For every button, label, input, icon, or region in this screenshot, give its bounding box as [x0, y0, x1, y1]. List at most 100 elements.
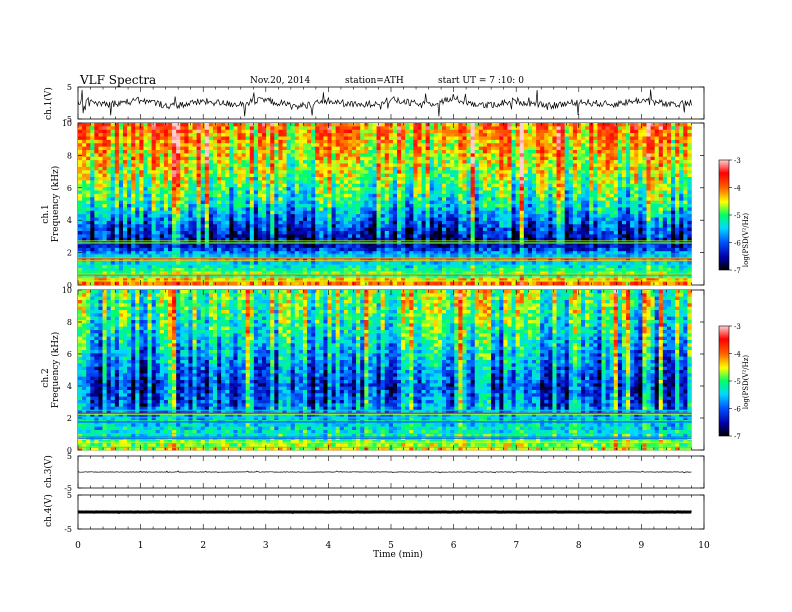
spectrogram-cell: [335, 156, 341, 161]
spectrogram-cell: [282, 136, 287, 141]
spectrogram-cell: [315, 153, 320, 158]
spectrogram-cell: [679, 133, 684, 137]
spectrogram-cell: [204, 200, 210, 205]
spectrogram-cell: [233, 143, 238, 147]
spectrogram-cell: [548, 153, 553, 158]
spectrogram-cell: [626, 136, 631, 141]
spectrogram-cell: [499, 200, 504, 205]
spectrogram-cell: [630, 146, 635, 151]
spectrogram-cell: [311, 160, 316, 164]
spectrogram-cell: [286, 143, 291, 147]
spectrogram-cell: [626, 231, 631, 235]
spectrogram-cell: [384, 156, 390, 161]
spectrogram-cell: [511, 129, 516, 134]
spectrogram-cell: [650, 129, 655, 134]
spectrogram-cell: [270, 214, 275, 218]
spectrogram-cell: [593, 204, 598, 208]
spectrogram-cell: [646, 126, 651, 131]
spectrogram-cell: [405, 126, 410, 131]
spectrogram-cell: [245, 187, 251, 191]
spectrogram-cell: [217, 220, 222, 225]
spectrogram-cell: [208, 187, 214, 191]
spectrogram-cell: [294, 190, 300, 195]
spectrogram-cell: [671, 173, 676, 178]
spectrogram-cell: [593, 197, 598, 201]
spectrogram-cell: [462, 177, 467, 181]
spectrogram-cell: [167, 126, 173, 131]
spectrogram-cell: [646, 183, 651, 188]
spectrogram-cell: [626, 166, 631, 171]
spectrogram-cell: [86, 170, 91, 174]
spectrogram-cell: [217, 173, 222, 178]
spectrogram-cell: [343, 163, 349, 168]
spectrogram-cell: [662, 231, 668, 235]
spectrogram-cell: [384, 146, 390, 151]
spectrogram-cell: [515, 163, 521, 168]
spectrogram-cell: [82, 166, 87, 171]
spectrogram-cell: [544, 227, 549, 232]
spectrogram-cell: [262, 150, 267, 154]
spectrogram-cell: [470, 160, 476, 164]
spectrogram-cell: [278, 231, 283, 235]
spectrogram-cell: [257, 180, 263, 185]
spectrogram-cell: [143, 207, 148, 212]
spectrogram-cell: [486, 183, 492, 188]
spectrogram-cell: [409, 123, 414, 127]
spectrogram-cell: [323, 156, 328, 161]
spectrogram-cell: [531, 217, 537, 222]
spectrogram-cell: [135, 197, 140, 201]
spectrogram-cell: [658, 139, 664, 144]
spectrogram-cell: [458, 153, 463, 158]
spectrogram-cell: [208, 234, 214, 239]
spectrogram-cell: [229, 126, 234, 131]
spectrogram-cell: [405, 160, 410, 164]
spectrogram-cell: [217, 126, 222, 131]
spectrogram-cell: [78, 190, 83, 195]
spectrogram-cell: [94, 190, 99, 195]
spectrogram-cell: [401, 200, 406, 205]
spectrogram-cell: [163, 173, 169, 178]
spectrogram-cell: [335, 200, 341, 205]
spectrogram-cell: [131, 153, 136, 158]
spectrogram-cell: [376, 231, 381, 235]
spectrogram-cell: [237, 129, 242, 134]
spectrogram-cell: [155, 129, 161, 134]
spectrogram-cell: [675, 173, 680, 178]
spectrogram-cell: [401, 180, 406, 185]
spectrogram-cell: [462, 129, 467, 134]
spectrogram-cell: [339, 220, 345, 225]
spectrogram-cell: [217, 129, 222, 134]
spectrogram-cell: [626, 133, 631, 137]
spectrogram-cell: [413, 210, 418, 215]
spectrogram-cell: [446, 217, 451, 222]
spectrogram-cell: [560, 193, 565, 198]
spectrogram-cell: [356, 126, 361, 131]
spectrogram-cell: [241, 133, 246, 137]
spectrogram-cell: [278, 146, 283, 151]
spectrogram-cell: [208, 123, 214, 127]
spectrogram-cell: [200, 210, 206, 215]
spectrogram-cell: [531, 210, 537, 215]
spectrogram-cell: [98, 173, 103, 178]
spectrogram-cell: [135, 136, 140, 141]
spectrogram-cell: [139, 214, 144, 218]
spectrogram-cell: [131, 123, 136, 127]
spectrogram-cell: [446, 204, 451, 208]
spectrogram-cell: [343, 129, 349, 134]
spectrogram-cell: [417, 220, 422, 225]
spectrogram-cell: [556, 160, 561, 164]
spectrogram-cell: [597, 153, 602, 158]
spectrogram-cell: [356, 227, 361, 232]
spectrogram-cell: [118, 197, 124, 201]
spectrogram-cell: [225, 173, 230, 178]
spectrogram-cell: [335, 177, 341, 181]
spectrogram-cell: [576, 214, 582, 218]
spectrogram-cell: [106, 163, 112, 168]
spectrogram-cell: [241, 200, 246, 205]
spectrogram-cell: [507, 166, 512, 171]
spectrogram-cell: [327, 136, 332, 141]
spectrogram-cell: [131, 214, 136, 218]
spectrogram-cell: [601, 190, 606, 195]
spectrogram-cell: [82, 136, 87, 141]
spectrogram-cell: [450, 146, 455, 151]
